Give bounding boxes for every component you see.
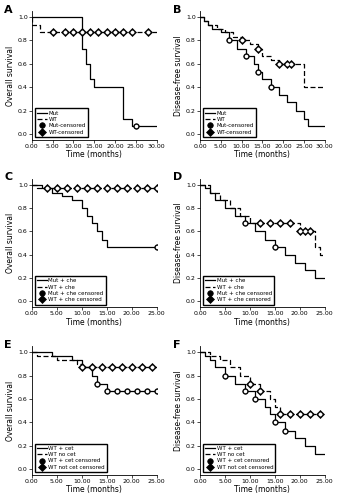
X-axis label: Time (months): Time (months)	[66, 150, 122, 160]
Y-axis label: Disease-free survival: Disease-free survival	[174, 370, 183, 451]
Text: B: B	[173, 5, 181, 15]
Legend: WT + cet, WT no cet, WT + cet censored, WT not cet censored: WT + cet, WT no cet, WT + cet censored, …	[35, 444, 107, 472]
X-axis label: Time (months): Time (months)	[234, 318, 290, 327]
Legend: Mut + che, WT + che, Mut + che censored, WT + che censored: Mut + che, WT + che, Mut + che censored,…	[203, 276, 274, 304]
Y-axis label: Disease-free survival: Disease-free survival	[174, 35, 183, 116]
Text: E: E	[4, 340, 12, 350]
Y-axis label: Disease-free survival: Disease-free survival	[174, 202, 183, 283]
X-axis label: Time (months): Time (months)	[234, 150, 290, 160]
X-axis label: Time (months): Time (months)	[66, 318, 122, 327]
Legend: Mut, WT, Mut-censored, WT-censored: Mut, WT, Mut-censored, WT-censored	[203, 108, 256, 137]
Legend: Mut + che, WT + che, Mut + che censored, WT + che censored: Mut + che, WT + che, Mut + che censored,…	[35, 276, 106, 304]
Text: A: A	[4, 5, 13, 15]
Text: C: C	[4, 172, 13, 182]
X-axis label: Time (months): Time (months)	[234, 486, 290, 494]
Y-axis label: Overall survival: Overall survival	[6, 213, 15, 273]
Legend: Mut, WT, Mut-censored, WT-censored: Mut, WT, Mut-censored, WT-censored	[35, 108, 88, 137]
Text: D: D	[173, 172, 182, 182]
X-axis label: Time (months): Time (months)	[66, 486, 122, 494]
Y-axis label: Overall survival: Overall survival	[6, 46, 15, 106]
Text: F: F	[173, 340, 180, 350]
Y-axis label: Overall survival: Overall survival	[6, 380, 15, 441]
Legend: WT + cet, WT no cet, WT + cet censored, WT not cet censored: WT + cet, WT no cet, WT + cet censored, …	[203, 444, 276, 472]
